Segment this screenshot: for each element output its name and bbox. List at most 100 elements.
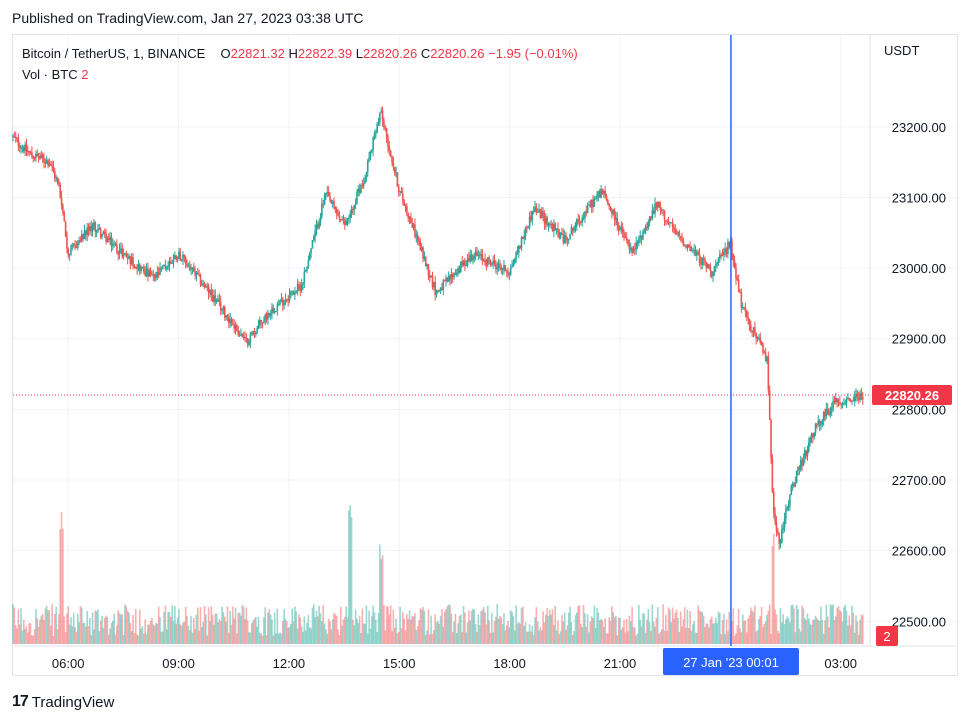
legend-symbol[interactable]: Bitcoin / TetherUS, 1, BINANCE <box>22 46 206 61</box>
legend-volume-label[interactable]: Vol · BTC <box>22 67 78 82</box>
volume-bar <box>140 628 142 644</box>
volume-bar <box>156 623 159 644</box>
volume-bar <box>497 618 500 644</box>
candle-body <box>366 160 369 173</box>
volume-bar <box>252 620 254 644</box>
candle-body <box>609 206 612 210</box>
candle-body <box>449 276 451 280</box>
candle-body <box>462 260 465 266</box>
volume-bar <box>747 618 749 644</box>
volume-bar <box>736 625 739 644</box>
volume-bar <box>41 614 44 644</box>
candle-body <box>604 191 606 196</box>
candle-body <box>407 213 410 219</box>
candle-body <box>697 252 700 254</box>
volume-bar <box>643 613 646 644</box>
candle-body <box>99 228 102 238</box>
volume-bar <box>666 630 668 644</box>
volume-bar <box>585 626 588 644</box>
candle-body <box>460 262 462 272</box>
volume-bar <box>795 605 798 644</box>
tradingview-logo[interactable]: 17 TradingView <box>12 693 114 711</box>
candle-body <box>310 248 312 253</box>
candle-body <box>455 272 458 275</box>
candle-body <box>211 295 214 302</box>
volume-bar <box>21 630 24 644</box>
candle-body <box>306 266 308 270</box>
volume-bar <box>598 620 601 644</box>
candle-body <box>654 203 656 214</box>
candle-body <box>451 274 454 277</box>
volume-bar <box>808 618 810 644</box>
volume-bar <box>312 604 315 644</box>
candle-body <box>720 254 722 256</box>
candle-body <box>430 275 432 278</box>
candle-body <box>159 268 161 275</box>
volume-bar <box>408 610 411 644</box>
candle-body <box>755 333 758 339</box>
candle-body <box>176 258 179 260</box>
legend-close-value: 22820.26 <box>430 46 485 61</box>
volume-bar <box>857 635 860 644</box>
volume-bar <box>500 617 503 644</box>
candle-body <box>385 128 388 138</box>
volume-bar <box>110 622 113 644</box>
volume-bar <box>509 610 512 644</box>
candle-body <box>109 236 111 241</box>
volume-bar <box>168 611 171 644</box>
volume-bar <box>660 629 663 644</box>
candle-body <box>333 201 335 207</box>
candle-body <box>202 283 204 285</box>
volume-bar <box>518 622 520 644</box>
volume-bar <box>37 626 40 644</box>
volume-bar <box>234 607 237 644</box>
volume-bar <box>433 630 435 644</box>
volume-bar <box>561 615 563 644</box>
candle-body <box>787 505 790 508</box>
volume-bar <box>245 607 248 644</box>
volume-bar <box>31 635 33 644</box>
candle-body <box>364 178 366 184</box>
volume-bar <box>482 607 485 644</box>
candle-body <box>485 262 488 266</box>
volume-bar <box>362 623 365 644</box>
candle-body <box>470 254 473 261</box>
candle-body <box>396 172 399 187</box>
volume-bar <box>737 608 740 644</box>
volume-bar <box>360 633 362 644</box>
candle-body <box>830 407 833 411</box>
candle-body <box>201 284 203 286</box>
candle-body <box>144 271 146 277</box>
volume-bar <box>562 621 565 644</box>
candle-body <box>683 245 686 247</box>
candle-body <box>447 276 450 282</box>
volume-bar <box>577 606 579 644</box>
volume-bar <box>91 612 94 644</box>
candle-body <box>330 199 333 204</box>
candle-body <box>352 209 354 211</box>
candle-body <box>561 233 563 235</box>
volume-bar <box>353 625 356 644</box>
volume-bar <box>430 615 432 644</box>
candle-body <box>295 291 298 293</box>
candle-body <box>161 266 164 270</box>
volume-bar <box>128 612 130 644</box>
candle-body <box>861 397 864 400</box>
candle-body <box>380 110 383 113</box>
volume-bar <box>856 621 859 644</box>
candle-body <box>85 230 87 235</box>
volume-bar <box>376 632 378 644</box>
volume-bar <box>368 610 370 644</box>
volume-bar <box>392 609 395 644</box>
volume-bar <box>839 610 841 644</box>
volume-bar <box>470 610 473 644</box>
candle-body <box>577 219 579 222</box>
candle-body <box>17 138 20 146</box>
candle-body <box>337 213 339 216</box>
volume-bar <box>477 614 480 644</box>
candle-body <box>341 218 343 220</box>
volume-bar <box>80 607 83 644</box>
volume-bar <box>450 613 453 644</box>
volume-bar <box>322 605 325 644</box>
